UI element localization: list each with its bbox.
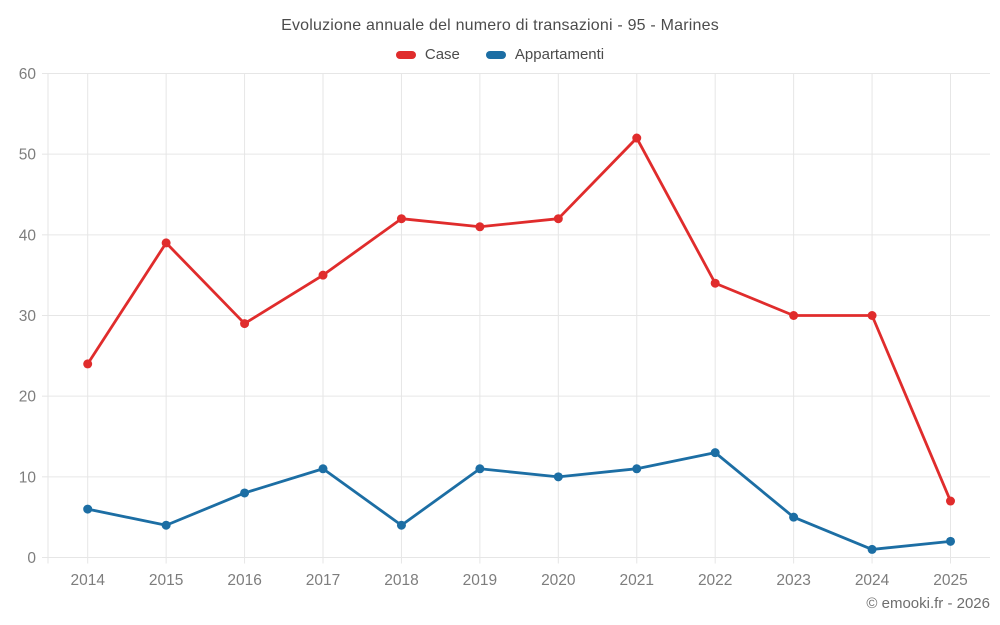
x-tick-label-2019: 2019 — [463, 572, 497, 589]
x-tick-label-2018: 2018 — [384, 572, 418, 589]
data-point-case-2022[interactable] — [710, 278, 720, 288]
data-point-case-2020[interactable] — [553, 214, 563, 224]
legend-label-appartamenti: Appartamenti — [514, 46, 605, 63]
data-point-case-2016[interactable] — [240, 319, 250, 329]
data-point-appartamenti-2023[interactable] — [789, 512, 799, 522]
chart-legend: Case Appartamenti — [0, 46, 1000, 63]
y-tick-label-50: 50 — [19, 147, 37, 164]
legend-item-case[interactable]: Case — [395, 46, 460, 63]
data-point-appartamenti-2019[interactable] — [475, 464, 485, 474]
axis-ticks — [42, 73, 951, 564]
legend-item-appartamenti[interactable]: Appartamenti — [485, 46, 605, 63]
y-tick-label-40: 40 — [19, 227, 37, 244]
y-tick-label-0: 0 — [27, 550, 36, 567]
data-point-case-2019[interactable] — [475, 222, 485, 232]
x-tick-label-2021: 2021 — [620, 572, 654, 589]
legend-swatch-case-icon — [395, 50, 416, 59]
x-tick-label-2014: 2014 — [70, 572, 105, 589]
y-axis-labels: 0 10 20 30 40 50 60 — [19, 66, 37, 567]
legend-label-case: Case — [424, 46, 460, 63]
data-point-case-2015[interactable] — [161, 238, 171, 248]
data-point-case-2017[interactable] — [318, 270, 328, 280]
data-point-appartamenti-2021[interactable] — [632, 464, 642, 474]
y-tick-label-10: 10 — [19, 469, 37, 486]
data-point-appartamenti-2017[interactable] — [318, 464, 328, 474]
horizontal-gridlines — [48, 73, 990, 558]
x-tick-label-2020: 2020 — [541, 572, 576, 589]
data-point-appartamenti-2016[interactable] — [240, 488, 250, 498]
x-tick-label-2025: 2025 — [933, 572, 967, 589]
data-point-case-2023[interactable] — [789, 311, 799, 320]
data-point-appartamenti-2020[interactable] — [553, 472, 563, 482]
x-axis-labels: 2014 2015 2016 2017 2018 2019 2020 2021 2022 2023… — [70, 572, 967, 589]
data-point-case-2025[interactable] — [946, 496, 955, 506]
data-point-appartamenti-2015[interactable] — [161, 520, 171, 530]
data-point-appartamenti-2022[interactable] — [710, 448, 720, 458]
copyright-footer: © emooki.fr - 2026 — [866, 595, 990, 612]
x-tick-label-2022: 2022 — [698, 572, 732, 589]
x-tick-label-2015: 2015 — [149, 572, 183, 589]
x-tick-label-2017: 2017 — [306, 572, 340, 589]
data-point-appartamenti-2018[interactable] — [396, 520, 406, 530]
y-tick-label-30: 30 — [19, 308, 37, 325]
data-point-case-2024[interactable] — [867, 311, 877, 320]
series-line-case — [86, 136, 952, 503]
data-point-case-2018[interactable] — [396, 214, 406, 224]
data-point-case-2021[interactable] — [632, 133, 642, 143]
data-point-appartamenti-2014[interactable] — [83, 504, 93, 514]
data-point-appartamenti-2025[interactable] — [946, 536, 955, 546]
x-tick-label-2023: 2023 — [776, 572, 810, 589]
series-lines — [86, 136, 952, 551]
x-tick-label-2016: 2016 — [227, 572, 261, 589]
data-point-markers — [83, 133, 955, 554]
x-tick-label-2024: 2024 — [855, 572, 890, 589]
legend-swatch-appartamenti-icon — [485, 50, 506, 59]
chart-title: Evoluzione annuale del numero di transaz… — [281, 17, 719, 34]
y-tick-label-20: 20 — [19, 389, 37, 406]
series-line-appartamenti — [86, 451, 952, 551]
data-point-case-2014[interactable] — [83, 359, 93, 369]
y-tick-label-60: 60 — [19, 66, 37, 83]
data-point-appartamenti-2024[interactable] — [867, 544, 877, 554]
